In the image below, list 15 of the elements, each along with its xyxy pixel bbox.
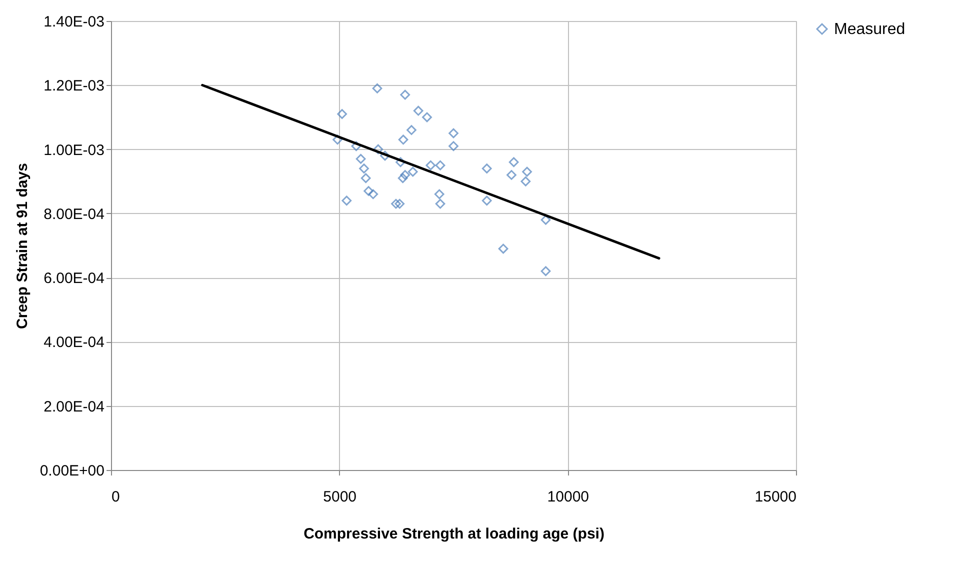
y-tick-label: 1.20E-03 xyxy=(44,78,104,95)
x-tick-label: 5000 xyxy=(323,488,357,506)
y-tick-label: 8.00E-04 xyxy=(44,206,104,223)
y-tick-label: 1.00E-03 xyxy=(44,142,104,159)
legend-label: Measured xyxy=(834,21,906,38)
y-tick-label: 4.00E-04 xyxy=(44,334,104,352)
y-tick-label: 1.40E-03 xyxy=(44,14,104,30)
y-axis-title: Creep Strain at 91 days xyxy=(14,163,31,329)
x-axis-title: Compressive Strength at loading age (psi) xyxy=(304,526,604,542)
x-tick-label: 15000 xyxy=(754,488,796,506)
x-tick-label: 10000 xyxy=(547,488,590,506)
y-tick-label: 6.00E-04 xyxy=(44,270,104,288)
y-tick-label: 2.00E-04 xyxy=(44,398,104,416)
x-tick-label: 0 xyxy=(112,488,120,506)
y-tick-label: 0.00E+00 xyxy=(40,462,104,480)
